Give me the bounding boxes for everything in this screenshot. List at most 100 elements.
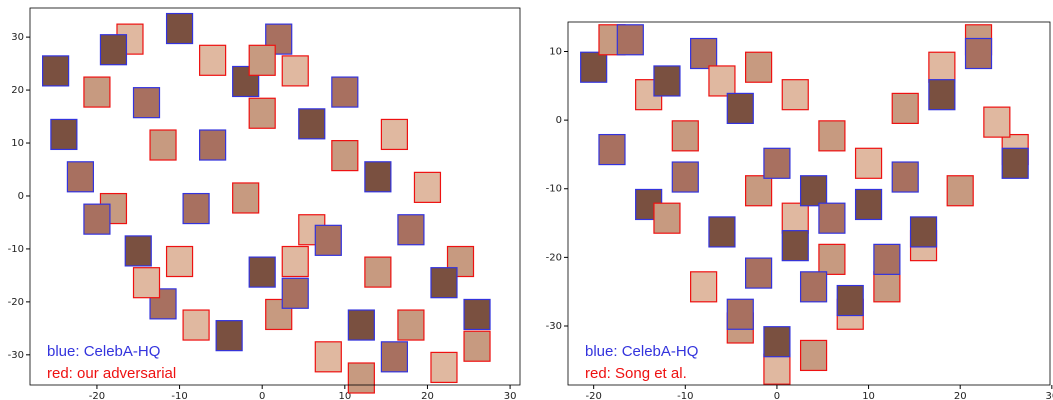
face-thumbnail: [314, 341, 342, 373]
face-thumbnail: [818, 202, 846, 234]
face-thumbnail: [983, 106, 1011, 138]
face-thumbnail: [598, 133, 626, 166]
y-tick-label: 0: [18, 191, 24, 202]
x-tick-label: 30: [504, 391, 517, 400]
legend-entry: red: our adversarial: [47, 365, 176, 382]
face-thumbnail: [314, 224, 342, 256]
face-thumbnail: [745, 175, 773, 207]
face-thumbnail: [653, 65, 681, 97]
face-thumbnail: [891, 161, 919, 193]
face-thumbnail: [331, 76, 359, 108]
face-thumbnail: [182, 192, 210, 225]
face-thumbnail: [726, 298, 754, 330]
face-thumbnail: [149, 129, 177, 161]
y-tick-label: 20: [11, 85, 24, 96]
face-thumbnail: [281, 55, 309, 87]
face-thumbnail: [42, 55, 70, 87]
face-thumbnail: [281, 277, 309, 309]
face-thumbnail: [781, 79, 809, 111]
face-thumbnail: [854, 188, 883, 221]
face-thumbnail: [66, 161, 95, 193]
face-thumbnail: [132, 267, 161, 299]
x-tick-label: 20: [421, 391, 434, 400]
x-tick-label: 0: [259, 391, 265, 400]
face-thumbnail: [380, 341, 409, 373]
face-thumbnail: [83, 203, 111, 235]
face-thumbnail: [818, 120, 846, 152]
face-thumbnail: [836, 284, 864, 317]
face-thumbnail: [873, 243, 901, 275]
face-thumbnail: [1001, 147, 1029, 179]
x-tick-label: 20: [954, 391, 967, 400]
face-thumbnail: [248, 256, 276, 288]
face-thumbnail: [99, 34, 128, 66]
y-tick-label: 10: [11, 138, 24, 149]
face-thumbnail: [430, 267, 458, 299]
face-thumbnail: [781, 202, 809, 234]
face-thumbnail: [165, 245, 194, 278]
face-thumbnail: [331, 140, 359, 172]
face-thumbnail: [653, 202, 681, 234]
y-tick-label: -20: [546, 252, 562, 263]
x-tick-label: 30: [1045, 391, 1053, 400]
face-thumbnail: [50, 118, 78, 151]
face-thumbnail: [763, 353, 791, 385]
face-thumbnail: [726, 92, 754, 125]
y-tick-label: -30: [546, 321, 562, 332]
y-tick-label: -10: [546, 184, 562, 195]
legend-entry: red: Song et al.: [585, 365, 687, 382]
face-thumbnail: [124, 235, 152, 267]
face-thumbnail: [364, 256, 392, 288]
face-thumbnail: [199, 129, 227, 161]
face-thumbnail: [380, 118, 409, 151]
face-thumbnail: [745, 257, 773, 289]
legend-entry: blue: CelebA-HQ: [47, 343, 160, 360]
face-thumbnail: [248, 97, 276, 129]
x-tick-label: 10: [862, 391, 875, 400]
x-tick-label: 10: [338, 391, 351, 400]
face-thumbnail: [165, 12, 194, 45]
axes-frame: [29, 7, 521, 386]
face-thumbnail: [199, 44, 227, 76]
face-thumbnail: [397, 309, 425, 341]
x-tick-label: -10: [171, 391, 187, 400]
face-thumbnail: [799, 271, 828, 303]
face-thumbnail: [708, 216, 736, 248]
face-thumbnail: [397, 214, 425, 246]
face-thumbnail: [215, 320, 243, 352]
face-thumbnail: [708, 65, 736, 97]
face-thumbnail: [928, 51, 956, 83]
y-tick-label: 30: [11, 32, 24, 43]
face-thumbnail: [616, 24, 644, 56]
face-thumbnail: [430, 351, 458, 384]
face-thumbnail: [580, 51, 608, 83]
face-thumbnail: [265, 298, 293, 331]
face-thumbnail: [364, 161, 392, 193]
face-thumbnail: [347, 362, 375, 394]
face-thumbnail: [463, 330, 491, 362]
axes-frame: [567, 21, 1051, 386]
x-tick-label: -20: [89, 391, 105, 400]
face-thumbnail: [690, 37, 718, 70]
legend-entry: blue: CelebA-HQ: [585, 343, 698, 360]
y-tick-label: 10: [549, 47, 562, 58]
y-tick-label: 0: [556, 115, 562, 126]
face-thumbnail: [781, 230, 809, 262]
face-thumbnail: [248, 44, 276, 76]
face-thumbnail: [232, 182, 260, 214]
face-thumbnail: [298, 108, 326, 140]
face-thumbnail: [818, 243, 846, 275]
face-thumbnail: [928, 79, 956, 111]
face-thumbnail: [463, 298, 491, 331]
face-thumbnail: [182, 309, 210, 341]
x-tick-label: 0: [774, 391, 780, 400]
face-thumbnail: [854, 147, 883, 179]
face-thumbnail: [873, 271, 901, 303]
face-thumbnail: [763, 147, 791, 179]
y-tick-label: -10: [8, 244, 24, 255]
face-thumbnail: [964, 37, 993, 70]
face-thumbnail: [690, 271, 718, 303]
face-thumbnail: [671, 161, 699, 193]
